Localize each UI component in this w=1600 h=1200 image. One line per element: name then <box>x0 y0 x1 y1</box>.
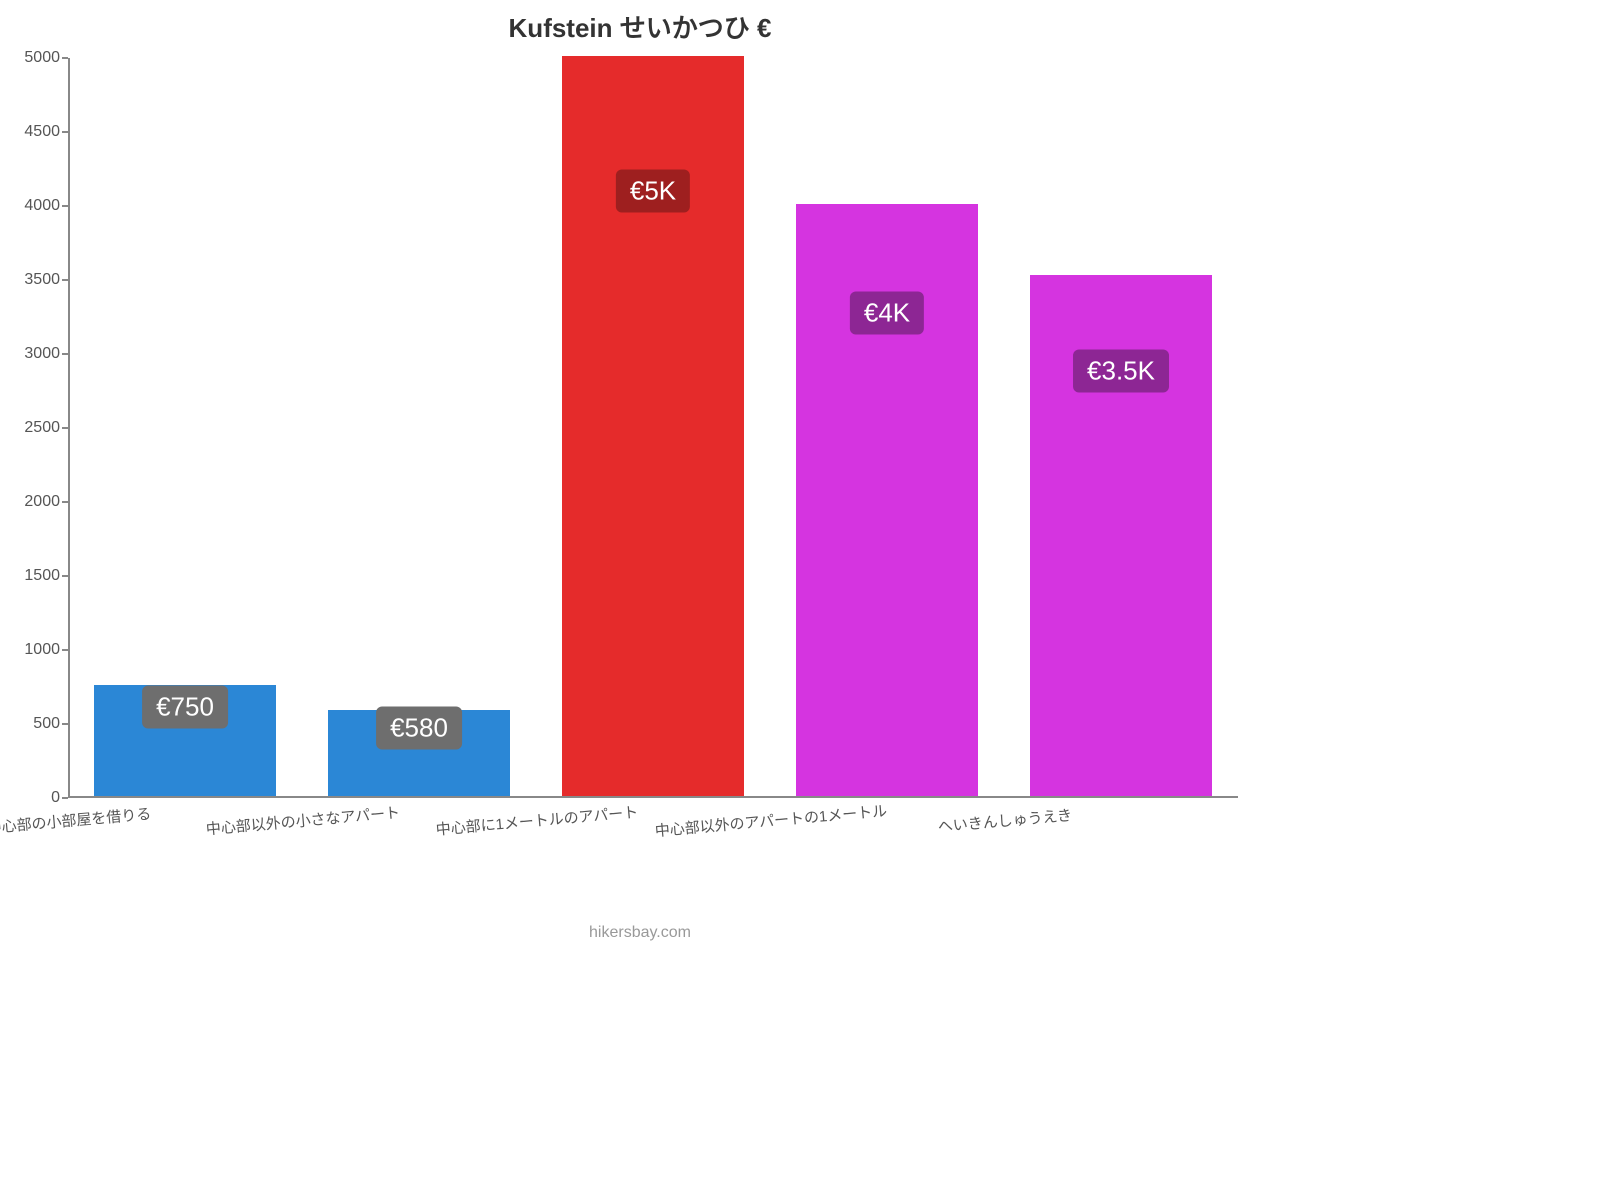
x-tick-label: 中心部以外のアパートの1メートル <box>654 800 888 841</box>
x-tick-label: 中心部に1メートルのアパート <box>435 801 639 840</box>
y-tick-mark <box>62 797 68 799</box>
y-tick-mark <box>62 501 68 503</box>
x-tick-label: 中心部の小部屋を借りる <box>0 803 152 838</box>
plot-area: 0500100015002000250030003500400045005000… <box>68 58 1238 798</box>
bar-value-label: €750 <box>142 685 228 728</box>
y-tick-mark <box>62 723 68 725</box>
y-tick-mark <box>62 205 68 207</box>
y-tick-mark <box>62 353 68 355</box>
bar-value-label: €580 <box>376 706 462 749</box>
y-tick-mark <box>62 427 68 429</box>
bar-value-label: €3.5K <box>1073 349 1169 392</box>
chart-title: Kufstein せいかつひ € <box>0 8 1280 45</box>
y-axis-line <box>68 58 70 796</box>
y-tick-mark <box>62 57 68 59</box>
y-tick-mark <box>62 649 68 651</box>
bar <box>562 56 745 796</box>
chart-container: Kufstein せいかつひ € 05001000150020002500300… <box>0 0 1280 960</box>
x-tick-label: 中心部以外の小さなアパート <box>205 802 401 840</box>
y-tick-mark <box>62 575 68 577</box>
y-tick-mark <box>62 131 68 133</box>
y-tick-mark <box>62 279 68 281</box>
bar-value-label: €4K <box>850 291 924 334</box>
bar-value-label: €5K <box>616 170 690 213</box>
x-tick-label: へいきんしゅうえき <box>937 804 1073 837</box>
attribution-text: hikersbay.com <box>0 924 1280 942</box>
